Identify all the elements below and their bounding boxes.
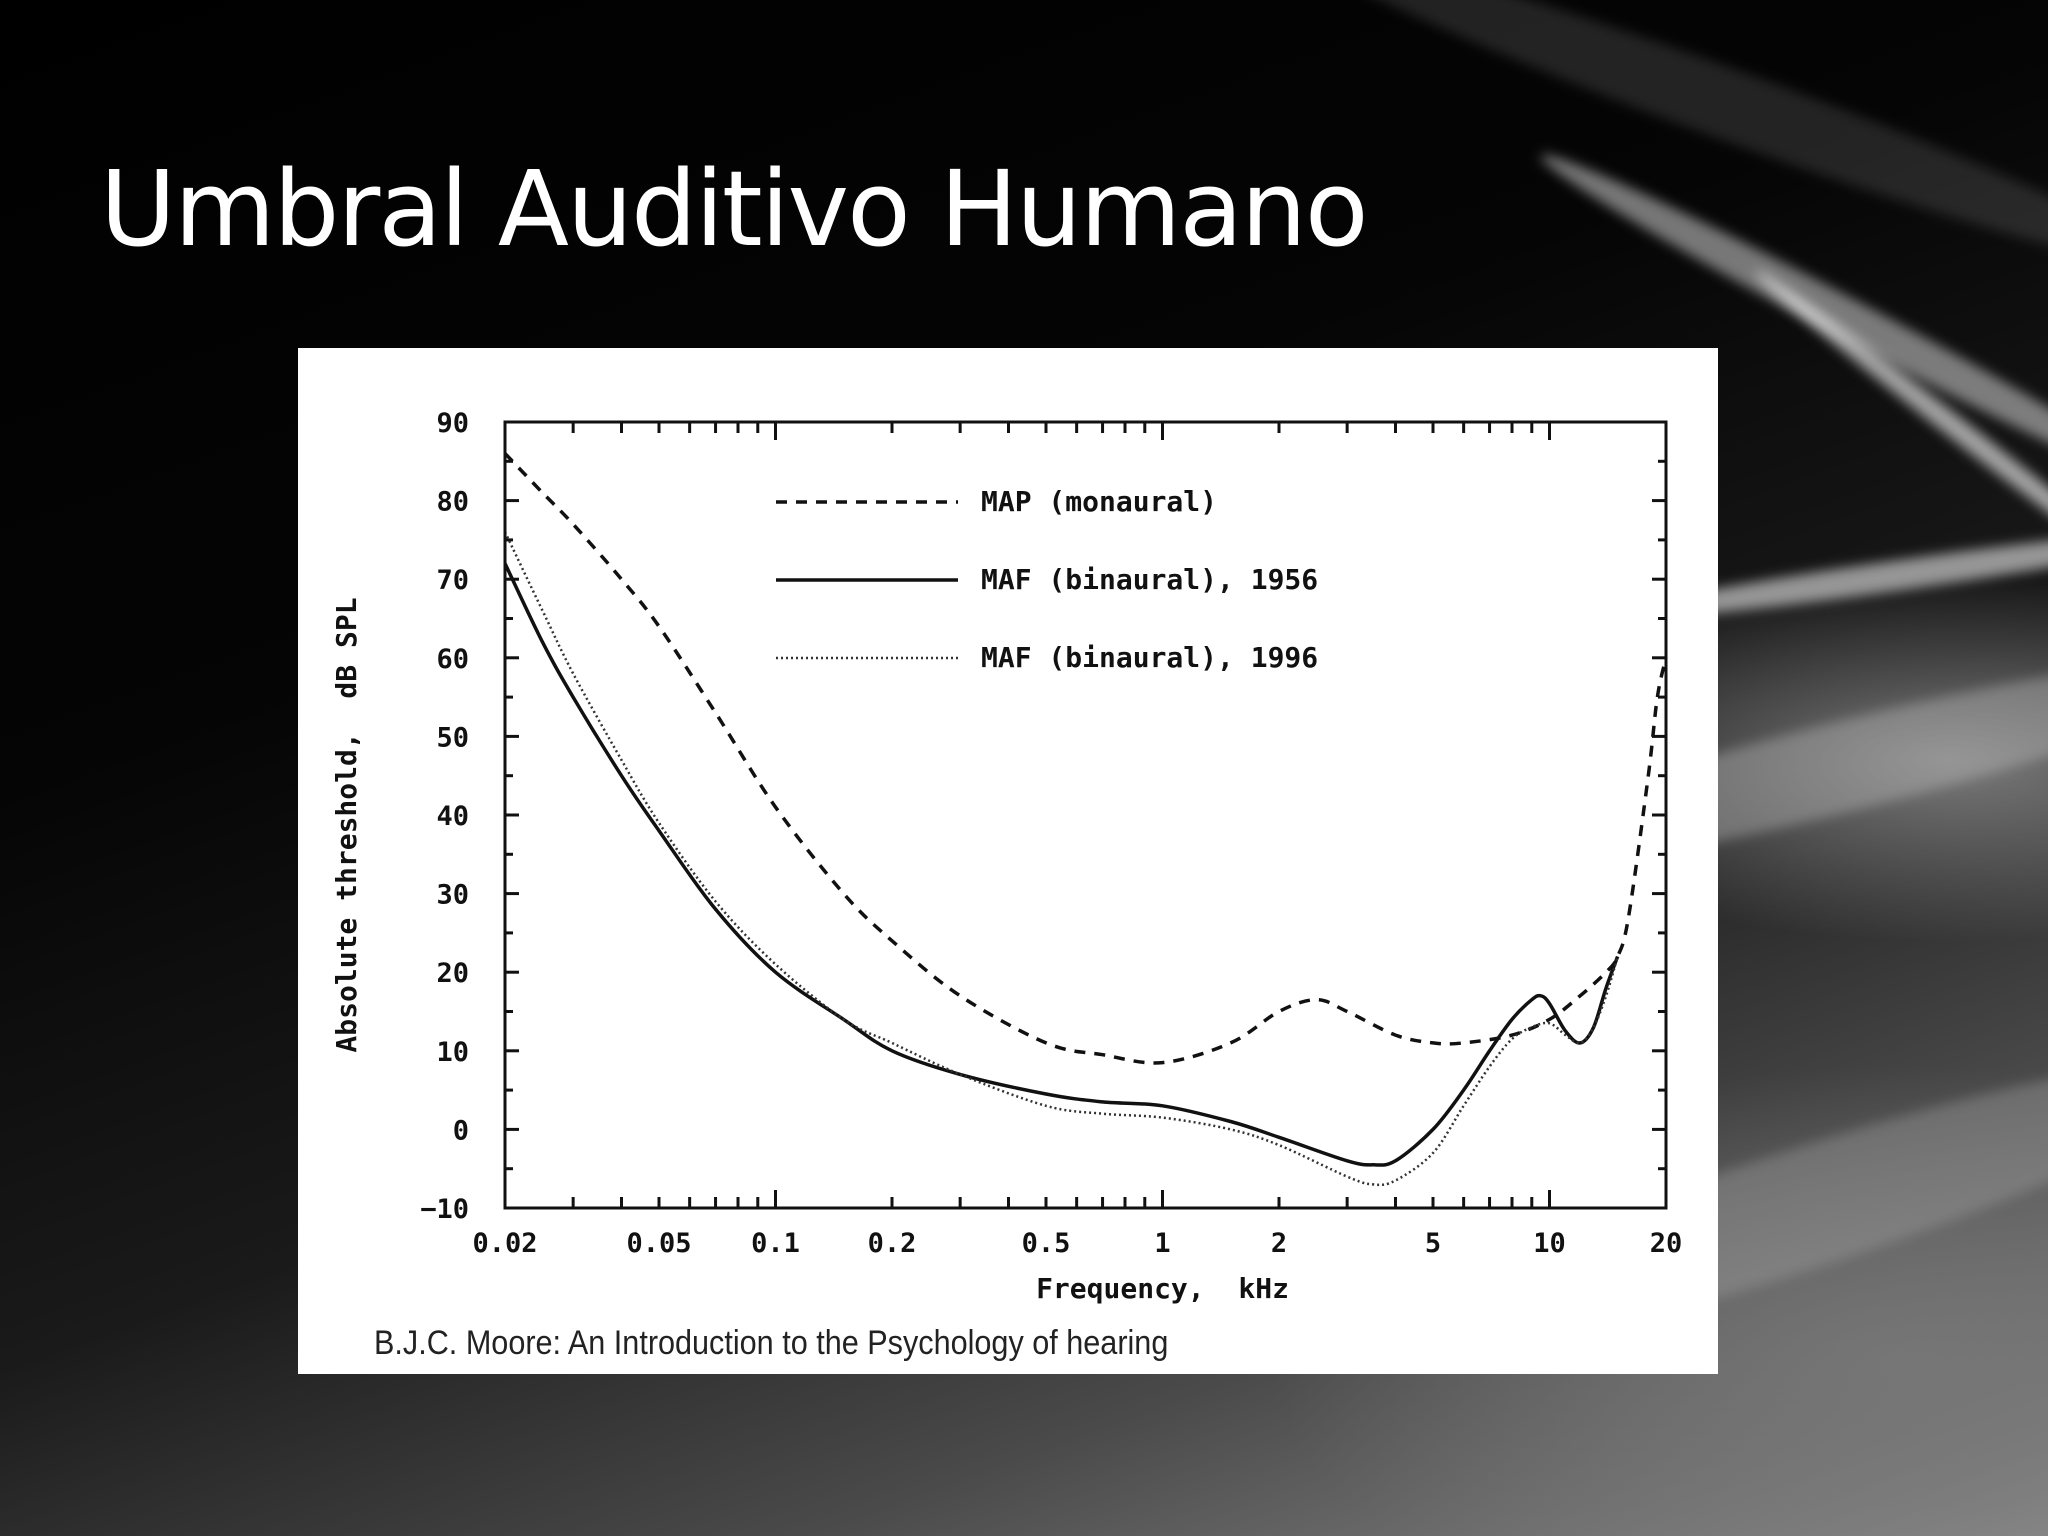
- y-tick-label: 90: [436, 408, 469, 439]
- x-tick-label: 5: [1425, 1228, 1441, 1259]
- x-tick-label: 0.1: [751, 1228, 800, 1259]
- axis-tick-labels: 0.02 0.05 0.1 0.2 0.5 1 2 5 10 20 90 80 70 60 50 40 30 20…: [420, 408, 1682, 1259]
- x-axis-label: Frequency, kHz: [1036, 1272, 1289, 1305]
- background-light-streak: [1295, 0, 2048, 292]
- series-line-dotted: [503, 531, 1619, 1187]
- y-tick-label: −10: [420, 1194, 469, 1225]
- legend: MAP (monaural) MAF (binaural), 1956 MAF (b…: [776, 485, 1318, 674]
- y-tick-label: 0: [453, 1115, 469, 1146]
- legend-entry: MAF (binaural), 1956: [981, 563, 1318, 596]
- y-tick-label: 70: [436, 565, 469, 596]
- series-lines: [503, 452, 1668, 1187]
- x-tick-label: 0.02: [472, 1228, 537, 1259]
- axis-ticks: [503, 420, 1668, 1210]
- threshold-chart: 0.02 0.05 0.1 0.2 0.5 1 2 5 10 20 90 80 70 60 50 40 30 20…: [330, 408, 1682, 1305]
- series-line-solid: [503, 562, 1620, 1167]
- x-tick-label: 0.05: [626, 1228, 691, 1259]
- x-tick-label: 0.5: [1022, 1228, 1071, 1259]
- y-tick-label: 80: [436, 487, 469, 518]
- plot-frame: [503, 420, 1668, 1210]
- legend-entry: MAP (monaural): [981, 485, 1217, 518]
- x-tick-label: 2: [1271, 1228, 1287, 1259]
- y-tick-label: 30: [436, 880, 469, 911]
- slide-title: Umbral Auditivo Humano: [100, 148, 1368, 270]
- x-tick-label: 10: [1533, 1228, 1566, 1259]
- legend-entry: MAF (binaural), 1996: [981, 641, 1318, 674]
- y-tick-label: 20: [436, 958, 469, 989]
- y-tick-label: 40: [436, 801, 469, 832]
- chart-panel: 0.02 0.05 0.1 0.2 0.5 1 2 5 10 20 90 80 70 60 50 40 30 20…: [298, 348, 1718, 1374]
- x-tick-label: 0.2: [868, 1228, 917, 1259]
- y-tick-label: 10: [436, 1037, 469, 1068]
- y-tick-label: 50: [436, 722, 469, 753]
- y-axis-label: Absolute threshold, dB SPL: [330, 597, 363, 1052]
- x-tick-label: 1: [1154, 1228, 1170, 1259]
- source-citation: B.J.C. Moore: An Introduction to the Psy…: [374, 1324, 1169, 1362]
- y-tick-label: 60: [436, 644, 469, 675]
- series-line-dashed: [503, 452, 1668, 1065]
- x-tick-label: 20: [1650, 1228, 1683, 1259]
